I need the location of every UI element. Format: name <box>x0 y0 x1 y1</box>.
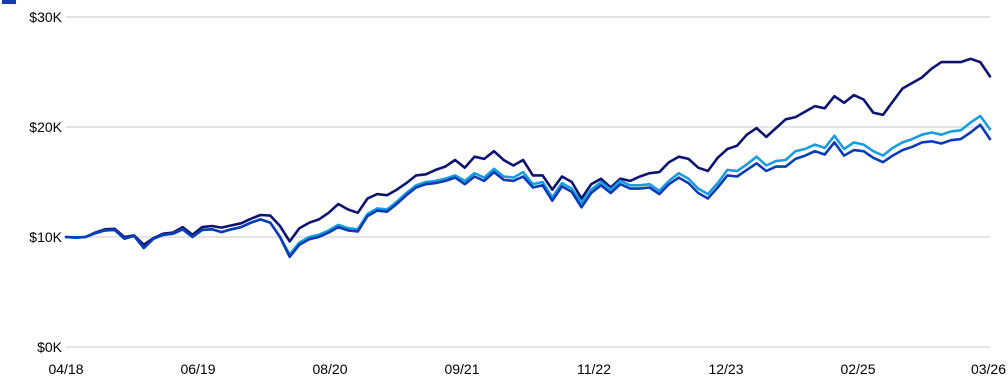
x-tick-label: 12/23 <box>708 361 743 376</box>
y-axis-tick-labels: $0K $10K $20K $30K <box>29 9 62 355</box>
x-tick-label: 04/18 <box>48 361 83 376</box>
series-lines <box>64 57 992 259</box>
legend-swatch <box>2 0 16 4</box>
y-tick-label: $10K <box>29 229 62 245</box>
legend <box>2 0 16 4</box>
x-tick-label: 11/22 <box>577 361 611 376</box>
series-line-1 <box>64 57 992 246</box>
series-line-3 <box>64 123 992 259</box>
x-tick-label: 06/19 <box>180 361 215 376</box>
y-tick-label: $30K <box>29 9 62 25</box>
x-tick-label: 08/20 <box>312 361 347 376</box>
x-axis-tick-labels: 04/18 06/19 08/20 09/21 11/22 12/23 02/25 03/26 <box>48 361 1006 376</box>
series-line-2 <box>64 114 992 256</box>
y-tick-label: $0K <box>37 339 63 355</box>
gridlines <box>66 16 990 348</box>
x-tick-label: 03/26 <box>971 361 1006 376</box>
x-tick-label: 09/21 <box>444 361 479 376</box>
y-tick-label: $20K <box>29 119 62 135</box>
x-tick-label: 02/25 <box>840 361 875 376</box>
